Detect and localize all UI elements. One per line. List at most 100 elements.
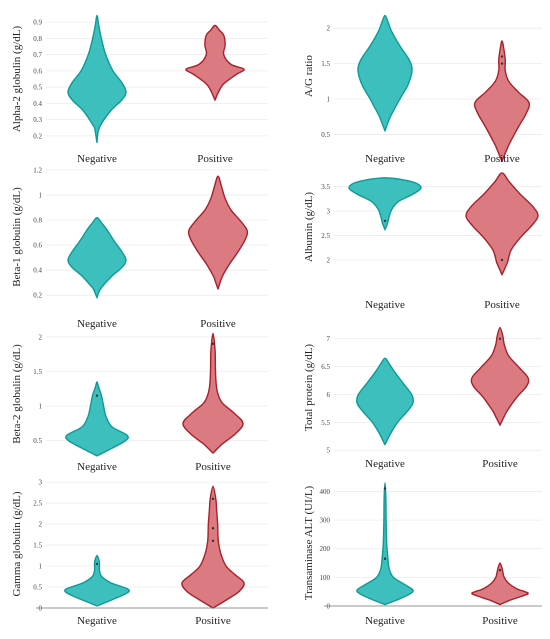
y-tick-label: 1 <box>39 563 43 571</box>
violin-positive <box>185 24 245 101</box>
y-axis-title: Beta-1 globulin (g/dL) <box>11 187 23 287</box>
outlier-point <box>95 562 99 566</box>
chart-panel-2: 0.5 1 1.5 2 A/G ratio Negative Positive <box>303 14 542 165</box>
x-category-label: Positive <box>197 153 233 165</box>
y-axis-title: Alpha-2 globulin (g/dL) <box>11 26 23 133</box>
x-category-label: Positive <box>484 153 520 165</box>
y-tick-label: 2 <box>39 521 43 529</box>
x-category-label: Negative <box>365 458 405 470</box>
y-axis-title: Total protein (g/dL) <box>303 344 315 432</box>
y-tick-label: 100 <box>320 574 331 582</box>
y-axis-title: Albumin (g/dL) <box>303 192 315 262</box>
outlier-point <box>95 394 99 397</box>
y-tick-label: 1.2 <box>33 167 42 175</box>
violin-positive <box>473 40 531 163</box>
y-tick-label: 1.5 <box>33 542 42 550</box>
violin-negative <box>65 381 129 457</box>
chart-panel-5: 0.5 1 1.5 2 Beta-2 globulin (g/dL) Negative Po… <box>11 332 268 473</box>
y-tick-label: 2.5 <box>321 232 330 240</box>
outlier-point <box>500 55 504 58</box>
x-category-label: Negative <box>365 615 405 627</box>
violin-negative <box>67 216 127 299</box>
x-category-label: Positive <box>482 615 518 627</box>
y-tick-label: 0.9 <box>33 19 42 27</box>
y-tick-label: 1.5 <box>321 60 330 68</box>
x-category-label: Negative <box>77 615 117 627</box>
y-tick-label: 0.7 <box>33 51 42 59</box>
y-tick-label: 1 <box>39 192 43 200</box>
y-tick-label: 5.5 <box>321 419 330 427</box>
y-tick-label: 0.5 <box>33 84 42 92</box>
y-tick-label: 200 <box>320 545 331 553</box>
violin-positive <box>470 326 530 426</box>
x-category-label: Negative <box>77 318 117 330</box>
y-tick-label: 0.6 <box>33 242 42 250</box>
violin-positive <box>182 332 244 454</box>
violin-positive <box>187 175 249 290</box>
y-tick-label: 0.3 <box>33 116 42 124</box>
x-category-label: Positive <box>195 461 231 473</box>
y-tick-label: 0.5 <box>321 131 330 139</box>
chart-panel-1: 0.2 0.3 0.4 0.5 0.6 0.7 0.8 0.9 Alpha-2 globulin… <box>11 14 268 165</box>
violin-negative <box>357 14 413 132</box>
y-axis-title: Gamma globulin (g/dL) <box>11 491 23 596</box>
y-tick-label: 300 <box>320 517 331 525</box>
y-tick-label: 2 <box>327 257 331 265</box>
y-tick-label: 0.4 <box>33 100 42 108</box>
x-category-label: Negative <box>365 299 405 311</box>
y-tick-label: 5 <box>327 447 331 455</box>
chart-panel-7: 0 0.5 1 1.5 2 2.5 3 Gamma globulin (g/dL) Negati… <box>11 479 268 627</box>
y-tick-label: 2 <box>39 333 43 341</box>
outlier-point <box>383 557 387 560</box>
y-tick-label: 0.6 <box>33 67 42 75</box>
chart-panel-6: 5 5.5 6 6.5 7 Total protein (g/dL) Negative Pos… <box>303 326 542 470</box>
outlier-point <box>498 337 502 340</box>
violin-negative <box>63 554 131 607</box>
outlier-point <box>383 219 387 223</box>
x-category-label: Negative <box>77 461 117 473</box>
y-tick-label: 1 <box>327 96 331 104</box>
violin-negative <box>356 482 414 606</box>
x-category-label: Positive <box>200 318 236 330</box>
outlier-point <box>500 62 504 65</box>
outlier-point <box>211 539 215 543</box>
violin-positive <box>181 485 245 609</box>
violin-negative <box>67 14 127 144</box>
chart-panel-4: 2 2.5 3 3.5 Albumin (g/dL) Negative Positive <box>303 172 542 311</box>
outlier-point <box>500 258 504 262</box>
outlier-point <box>211 342 215 346</box>
y-tick-label: 6 <box>327 391 331 399</box>
chart-panel-8: 0 100 200 300 400 Transaminase ALT (UI/L) Nega… <box>303 482 542 627</box>
y-tick-label: 7 <box>327 335 331 343</box>
y-axis-title: A/G ratio <box>303 55 315 97</box>
x-category-label: Positive <box>195 615 231 627</box>
y-tick-label: 0.5 <box>33 437 42 445</box>
outlier-point <box>211 527 215 530</box>
violin-positive <box>471 562 529 606</box>
outlier-point <box>383 487 387 490</box>
y-axis-title: Beta-2 globulin (g/dL) <box>11 344 23 444</box>
chart-panel-3: 0.2 0.4 0.6 0.8 1 1.2 Beta-1 globulin (g/dL) Ne… <box>11 167 268 330</box>
y-tick-label: 0.5 <box>33 584 42 592</box>
y-axis-title: Transaminase ALT (UI/L) <box>303 485 315 600</box>
y-tick-label: 1.5 <box>33 368 42 376</box>
x-category-label: Positive <box>484 299 520 311</box>
y-tick-label: 0.2 <box>33 292 42 300</box>
outlier-point <box>211 497 215 501</box>
y-tick-label: 0.8 <box>33 35 42 43</box>
violin-negative <box>348 177 422 231</box>
y-tick-label: 3 <box>39 479 43 487</box>
x-category-label: Negative <box>365 153 405 165</box>
y-tick-label: 0 <box>327 603 331 611</box>
violin-positive <box>465 172 539 276</box>
y-tick-label: 0.8 <box>33 217 42 225</box>
y-tick-label: 2.5 <box>33 500 42 508</box>
y-tick-label: 0.2 <box>33 132 42 140</box>
y-tick-label: 1 <box>39 403 43 411</box>
y-tick-label: 0.4 <box>33 267 42 275</box>
y-tick-label: 6.5 <box>321 363 330 371</box>
y-tick-label: 3.5 <box>321 183 330 191</box>
x-category-label: Positive <box>482 458 518 470</box>
